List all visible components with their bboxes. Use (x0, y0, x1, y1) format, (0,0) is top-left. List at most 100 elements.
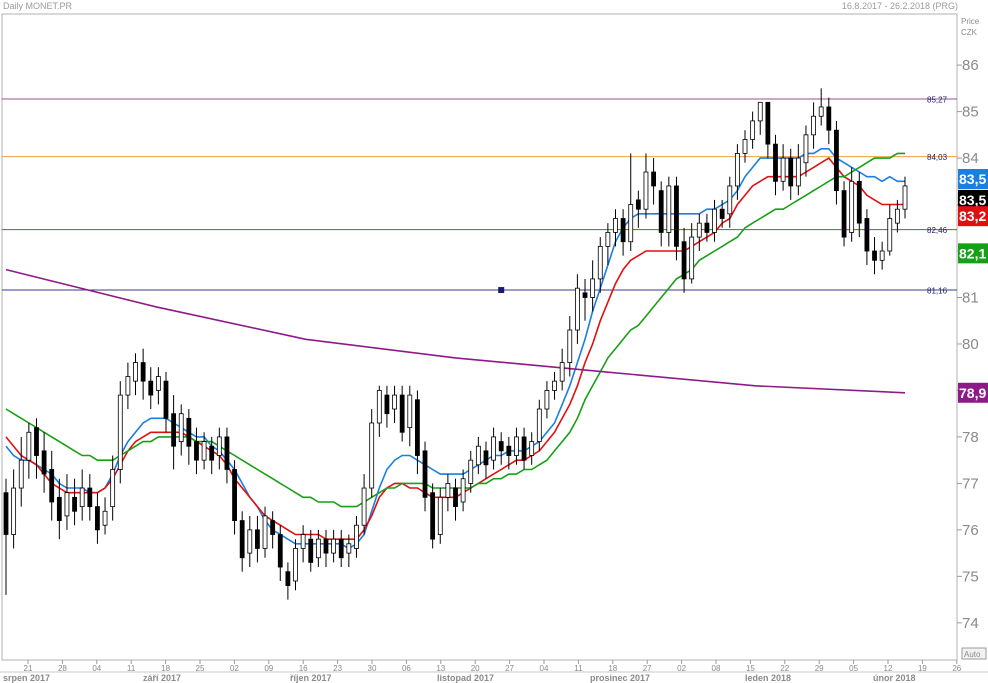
candle (879, 250, 885, 261)
candle (590, 278, 596, 298)
candle (87, 487, 93, 508)
auto-button-label[interactable]: Auto (964, 650, 981, 659)
auto-button[interactable] (961, 647, 987, 660)
candle (186, 417, 192, 447)
candle (742, 139, 748, 154)
price-tag-label: 78,9 (959, 385, 986, 401)
candle (285, 571, 291, 587)
x-tick-label: 06 (402, 664, 411, 673)
candle (582, 292, 588, 298)
y-tick-label: 76 (962, 522, 979, 539)
x-tick-label: 04 (92, 664, 101, 673)
x-tick-label: 16 (299, 664, 308, 673)
price-tag (958, 206, 988, 227)
candle (384, 394, 390, 415)
candle (734, 153, 740, 187)
candle (445, 482, 451, 498)
candle (300, 534, 306, 549)
candle (399, 394, 405, 433)
candle (643, 171, 649, 210)
candle (674, 185, 679, 247)
candle (483, 450, 489, 466)
candle (894, 208, 900, 224)
candle (323, 538, 329, 554)
candle (361, 487, 367, 526)
candle (201, 441, 207, 461)
x-tick-label: 19 (918, 664, 927, 673)
x-tick-label: 11 (574, 664, 583, 673)
y-tick-label: 84 (962, 150, 979, 167)
x-tick-label: 23 (333, 664, 342, 673)
x-tick-label: 21 (24, 664, 33, 673)
candle (293, 548, 298, 582)
x-tick-label: 18 (608, 664, 617, 673)
x-tick-label: 27 (643, 664, 652, 673)
level-label: 82,46 (927, 226, 948, 235)
price-tag (958, 382, 988, 403)
x-tick-label: 26 (952, 664, 961, 673)
x-tick-label: 27 (505, 664, 514, 673)
candle (56, 496, 62, 521)
y-axis-title: Price (961, 17, 980, 26)
y-tick-label: 75 (962, 568, 979, 585)
candle (125, 376, 131, 396)
price-tag-label: 82,1 (959, 245, 986, 261)
x-tick-label: 18 (161, 664, 170, 673)
candle (209, 445, 215, 461)
chart-title: Daily MONET.PR (3, 1, 73, 11)
x-tick-label: 29 (815, 664, 824, 673)
candle (750, 120, 756, 140)
candle (536, 408, 542, 442)
candle (41, 450, 47, 475)
candle (392, 394, 397, 410)
x-tick-label: 05 (849, 664, 858, 673)
candle (460, 478, 466, 503)
candle (171, 413, 177, 447)
candle (834, 129, 839, 192)
price-tag-label: 83,5 (959, 192, 986, 208)
candle (559, 362, 565, 382)
candle (651, 171, 656, 187)
month-label: leden 2018 (745, 673, 791, 683)
candle (315, 538, 321, 559)
y-tick-label: 74 (962, 615, 979, 632)
candle (262, 515, 268, 549)
candle (407, 394, 413, 429)
candle (506, 445, 512, 456)
y-axis-unit: CZK (961, 28, 978, 37)
candle (704, 222, 710, 233)
candle (338, 538, 344, 559)
x-tick-label: 12 (884, 664, 893, 673)
candle (133, 362, 138, 382)
candle (224, 436, 230, 470)
price-tag-label: 83,5 (959, 171, 986, 187)
x-tick-label: 20 (471, 664, 480, 673)
candle (34, 427, 39, 456)
candle (216, 436, 222, 456)
candle (498, 441, 504, 452)
x-tick-label: 13 (436, 664, 445, 673)
candle (514, 436, 519, 456)
ma-line-1 (5, 148, 905, 550)
candle (79, 487, 85, 508)
month-label: prosinec 2017 (590, 673, 650, 683)
candle (773, 143, 778, 182)
candle (331, 538, 337, 554)
candle (95, 506, 100, 531)
candle (163, 380, 169, 419)
candle (11, 487, 17, 535)
candle (437, 496, 443, 535)
plot-frame (1, 13, 958, 661)
candle (529, 441, 535, 456)
candle (635, 199, 641, 210)
y-tick-label: 77 (962, 475, 979, 492)
candle (658, 190, 664, 233)
candle (803, 134, 809, 164)
candle (849, 180, 855, 233)
y-tick-label: 80 (962, 336, 979, 353)
candle (712, 208, 717, 233)
x-tick-label: 08 (712, 664, 721, 673)
candle (902, 185, 908, 210)
candle (140, 362, 146, 382)
candle (597, 245, 603, 280)
